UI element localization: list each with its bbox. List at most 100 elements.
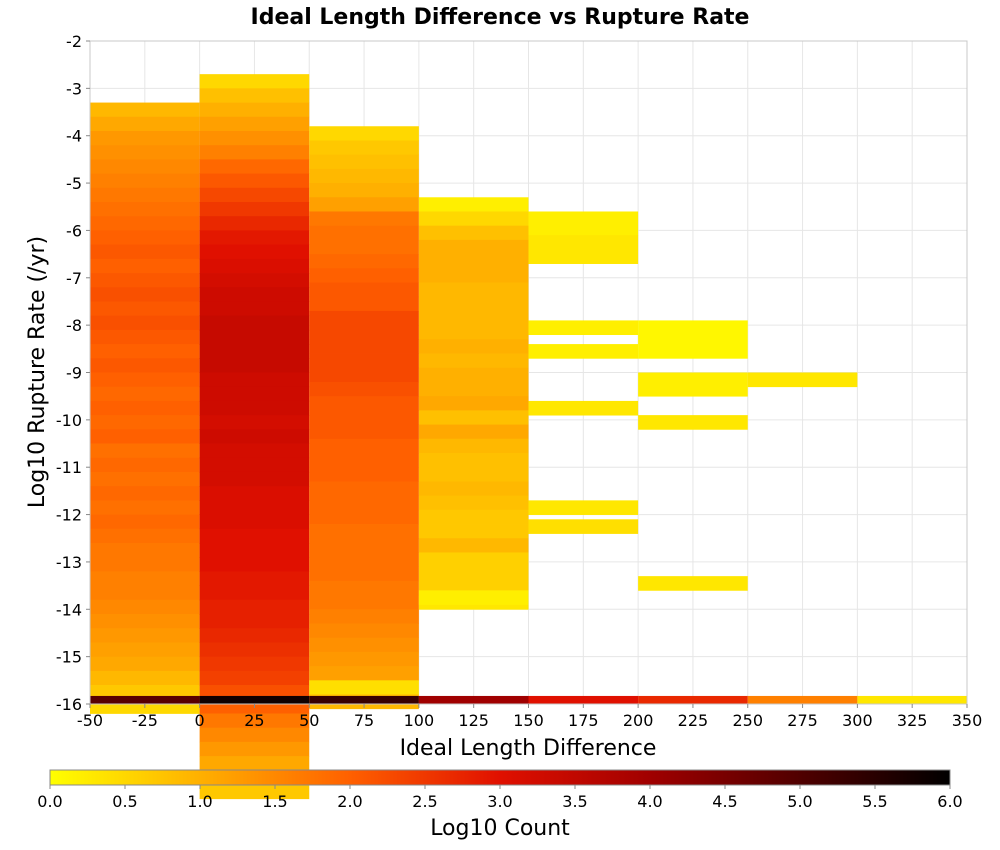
heatmap-cell (90, 258, 200, 274)
heatmap-cell (199, 315, 310, 331)
heatmap-cell (418, 325, 529, 340)
heatmap-cell (309, 126, 419, 141)
heatmap-cell (90, 528, 200, 544)
x-tick-label: -50 (77, 711, 103, 730)
heatmap-cell (418, 296, 529, 312)
heatmap-cell (309, 268, 419, 283)
heatmap-cell (199, 727, 310, 743)
heatmap-cell (638, 372, 748, 397)
y-tick-label: -9 (66, 364, 82, 383)
heatmap-cell (528, 519, 639, 534)
heatmap-cell (528, 235, 639, 264)
heatmap-cell (90, 187, 200, 203)
heatmap-cell (309, 239, 419, 255)
heatmap-cell (90, 173, 200, 189)
heatmap-cell (90, 315, 200, 331)
heatmap-cell (309, 695, 419, 705)
heatmap-cell (199, 528, 310, 544)
heatmap-cell (199, 88, 310, 103)
x-tick-label: 325 (897, 711, 928, 730)
heatmap-cell (90, 614, 200, 629)
x-tick-label: 150 (513, 711, 544, 730)
heatmap-cell (418, 282, 529, 298)
heatmap-cell (90, 102, 200, 118)
heatmap-cell (199, 329, 310, 345)
heatmap-cell (199, 614, 310, 629)
heatmap-cell (309, 183, 419, 198)
heatmap-cell (90, 329, 200, 345)
heatmap-cell (309, 438, 419, 454)
y-axis-ticks: -2 -3 -4 -5 -6 -7 -8 -9 -10 -11 -12 -13 -14 -15 -16 (56, 32, 90, 714)
heatmap-cell (90, 372, 200, 388)
y-tick-label: -12 (56, 506, 82, 525)
colorbar (49, 769, 951, 786)
heatmap-cell (309, 467, 419, 482)
x-tick-label: 125 (458, 711, 489, 730)
heatmap-cell (199, 386, 310, 402)
y-tick-label: -2 (66, 32, 82, 51)
heatmap-cell (418, 381, 529, 397)
heatmap-cell (418, 254, 529, 269)
heatmap-cell (418, 310, 529, 326)
heatmap-cell (90, 500, 200, 515)
chart-title: Ideal Length Difference vs Rupture Rate (251, 5, 750, 30)
heatmap-cell (90, 216, 200, 231)
heatmap-cell (199, 500, 310, 515)
heatmap-cell (199, 258, 310, 274)
heatmap-cell (309, 680, 419, 695)
x-tick-label: 50 (299, 711, 319, 730)
heatmap-cell (309, 353, 419, 369)
heatmap-cell (638, 415, 748, 430)
x-tick-label: 275 (787, 711, 818, 730)
heatmap-cell (309, 225, 419, 241)
heatmap-cell (199, 695, 310, 705)
heatmap-cell (199, 486, 310, 501)
heatmap-cell (199, 656, 310, 672)
y-tick-label: -7 (66, 269, 82, 288)
heatmap-cell (638, 695, 748, 705)
heatmap-cell (418, 495, 529, 511)
heatmap-cell (309, 197, 419, 212)
colorbar-tick-label: 3.5 (562, 792, 587, 811)
heatmap-cell (90, 571, 200, 587)
heatmap-cell (199, 741, 310, 757)
x-tick-label: 350 (952, 711, 983, 730)
heatmap-cell (309, 296, 419, 312)
heatmap-cell (199, 429, 310, 444)
heatmap-cell (857, 695, 967, 705)
heatmap-cell (90, 429, 200, 444)
heatmap-cell (418, 566, 529, 582)
heatmap-cell (199, 216, 310, 231)
colorbar-tick-label: 1.5 (262, 792, 287, 811)
heatmap-cell (309, 552, 419, 568)
heatmap-cell (418, 438, 529, 454)
heatmap-cell (309, 140, 419, 156)
heatmap-cell (418, 509, 529, 525)
heatmap-cell (199, 514, 310, 530)
heatmap-cell (418, 424, 529, 440)
heatmap-cell (309, 424, 419, 440)
y-tick-label: -10 (56, 411, 82, 430)
colorbar-tick-label: 5.5 (862, 792, 887, 811)
heatmap-cell (638, 320, 748, 359)
heatmap-cell (418, 268, 529, 283)
x-tick-label: 225 (678, 711, 709, 730)
heatmap-cell (309, 666, 419, 681)
heatmap-cell (90, 628, 200, 643)
colorbar-tick-label: 5.0 (787, 792, 812, 811)
heatmap-cell (90, 656, 200, 672)
x-tick-label: 100 (404, 711, 435, 730)
heatmap-cell (90, 116, 200, 132)
heatmap-cell (309, 481, 419, 497)
heatmap-cell (418, 467, 529, 482)
heatmap-cell (199, 585, 310, 601)
heatmap-cell (309, 211, 419, 227)
heatmap-cell (528, 211, 639, 236)
x-tick-label: 175 (568, 711, 599, 730)
heatmap-cell (418, 410, 529, 425)
heatmap-cell (199, 202, 310, 217)
heatmap-cell (90, 457, 200, 473)
heatmap-cell (199, 443, 310, 459)
heatmap-cell (90, 443, 200, 459)
heatmap-cell (90, 542, 200, 558)
